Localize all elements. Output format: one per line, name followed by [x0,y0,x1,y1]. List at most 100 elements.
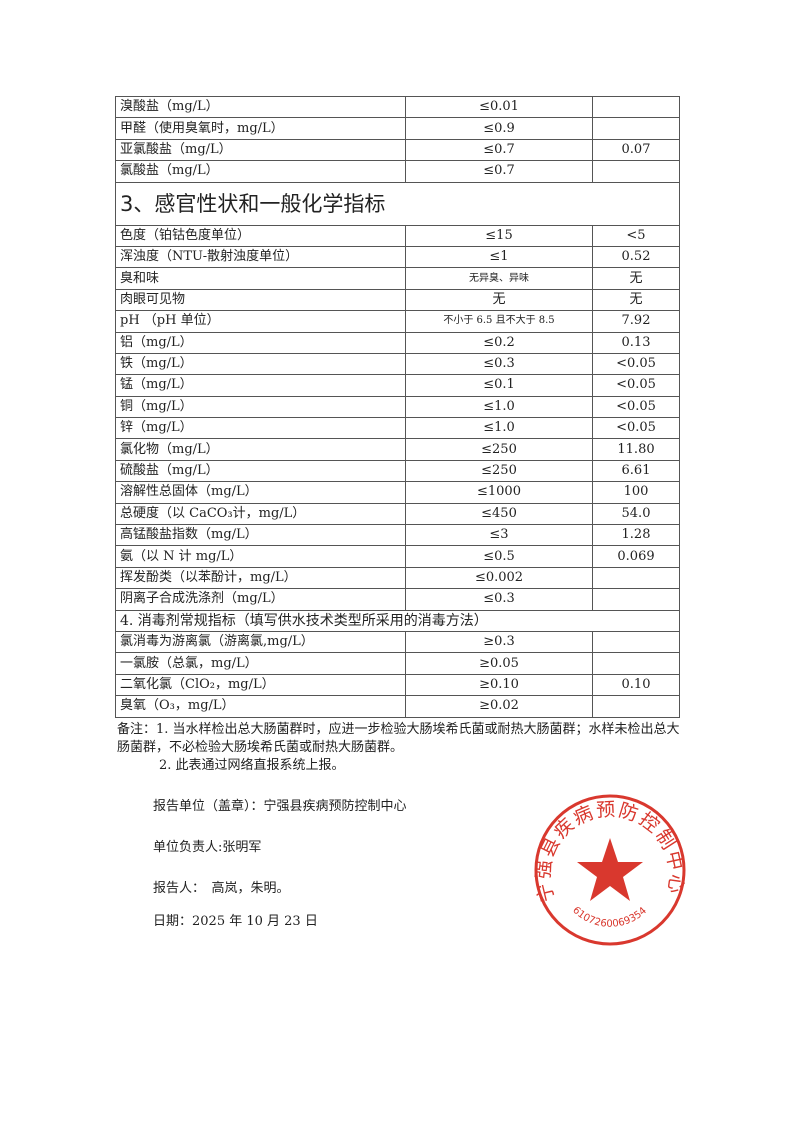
table-row: 铝（mg/L） ≤0.2 0.13 [115,331,680,354]
limit-value: ≤0.9 [405,117,593,140]
section-header: 4. 消毒剂常规指标（填写供水技术类型所采用的消毒方法） [115,609,680,632]
indicator-name: 亚氯酸盐（mg/L） [115,138,406,162]
limit-value: 不小于 6.5 且不大于 8.5 [405,310,593,333]
note-2: 2. 此表通过网络直报系统上报。 [159,758,345,773]
indicator-name: 臭氧（O₃，mg/L） [115,695,406,718]
test-result [592,566,680,590]
table-row: 溴酸盐（mg/L） ≤0.01 [115,95,680,119]
test-result [592,695,680,718]
test-result: <0.05 [592,395,680,419]
star-icon [577,838,643,901]
table-row: 溶解性总固体（mg/L） ≤1000 100 [115,481,680,504]
indicator-name: 铁（mg/L） [115,352,406,376]
indicator-name: pH （pH 单位） [115,310,406,333]
test-result: 7.92 [592,310,680,333]
report-unit: 报告单位（盖章）：宁强县疾病预防控制中心 [153,799,407,814]
table-row: 高锰酸盐指数（mg/L） ≤3 1.28 [115,524,680,547]
limit-value: ≤0.01 [405,95,593,119]
limit-value: ≤0.2 [405,331,593,354]
test-result [592,630,680,654]
limit-value: ≤15 [405,224,593,247]
table-row: 浑浊度（NTU-散射浊度单位） ≤1 0.52 [115,245,680,269]
indicator-name: 二氧化氯（ClO₂，mg/L） [115,673,406,697]
indicator-name: 锌（mg/L） [115,417,406,440]
table-row: 阴离子合成洗涤剂（mg/L） ≤0.3 [115,588,680,611]
limit-value: ≤3 [405,524,593,547]
table-row: 氯酸盐（mg/L） ≤0.7 [115,160,680,183]
table-row: 挥发酚类（以苯酚计，mg/L） ≤0.002 [115,566,680,590]
seal-code: 6107260069354 [570,905,649,930]
table-row: 一氯胺（总氯，mg/L） ≥0.05 [115,652,680,675]
indicator-name: 氨（以 N 计 mg/L） [115,545,406,568]
test-result: <0.05 [592,352,680,376]
table-row: 总硬度（以 CaCO₃计，mg/L） ≤450 54.0 [115,502,680,526]
test-result: 1.28 [592,524,680,547]
water-quality-table: 溴酸盐（mg/L） ≤0.01 甲醛（使用臭氧时，mg/L） ≤0.9 亚氯酸盐（mg/… [115,95,680,718]
limit-value: 无异臭、异味 [405,267,593,290]
limit-value: ≤250 [405,438,593,461]
limit-value: ≤1000 [405,481,593,504]
table-row: 臭氧（O₃，mg/L） ≥0.02 [115,695,680,718]
limit-value: ≤0.7 [405,160,593,183]
table-row: 臭和味 无异臭、异味无 [115,267,680,290]
official-seal-stamp: 宁强县疾病预防控制中心 6107260069354 [532,794,686,946]
indicator-name: 总硬度（以 CaCO₃计，mg/L） [115,502,406,526]
limit-value: ≤0.002 [405,566,593,590]
test-result: 11.80 [592,438,680,461]
table-row: 甲醛（使用臭氧时，mg/L） ≤0.9 [115,117,680,140]
test-result [592,652,680,675]
test-result: 无 [592,267,680,290]
limit-value: 无 [405,288,593,312]
notes: 备注：1. 当水样检出总大肠菌群时，应进一步检验大肠埃希氏菌或耐热大肠菌群；水样… [117,721,682,775]
svg-text:6107260069354: 6107260069354 [570,905,649,930]
limit-value: ≤0.7 [405,138,593,162]
indicator-name: 溶解性总固体（mg/L） [115,481,406,504]
indicator-name: 高锰酸盐指数（mg/L） [115,524,406,547]
table-row: pH （pH 单位） 不小于 6.5 且不大于 8.5 7.92 [115,310,680,333]
limit-value: ≤0.3 [405,588,593,611]
limit-value: ≤0.3 [405,352,593,376]
test-result [592,117,680,140]
reporter: 报告人： 高岚，朱明。 [153,881,290,896]
indicator-name: 氯消毒为游离氯（游离氯,mg/L） [115,630,406,654]
note-1: 备注：1. 当水样检出总大肠菌群时，应进一步检验大肠埃希氏菌或耐热大肠菌群；水样… [117,722,680,755]
test-result: 0.069 [592,545,680,568]
indicator-name: 臭和味 [115,267,406,290]
limit-value: ≥0.05 [405,652,593,675]
unit-responsible: 单位负责人:张明军 [153,840,262,855]
report-date: 日期：2025 年 10 月 23 日 [153,914,318,929]
limit-value: ≤450 [405,502,593,526]
table-row: 硫酸盐（mg/L） ≤250 6.61 [115,459,680,483]
table-row: 色度（铂钴色度单位） ≤15 <5 [115,224,680,247]
indicator-name: 氯化物（mg/L） [115,438,406,461]
test-result: 54.0 [592,502,680,526]
table-row: 锌（mg/L） ≤1.0 <0.05 [115,417,680,440]
limit-value: ≥0.3 [405,630,593,654]
test-result: <0.05 [592,374,680,397]
table-row: 铜（mg/L） ≤1.0 <0.05 [115,395,680,419]
indicator-name: 氯酸盐（mg/L） [115,160,406,183]
table-row: 氨（以 N 计 mg/L） ≤0.5 0.069 [115,545,680,568]
test-result: 0.13 [592,331,680,354]
limit-value: ≤0.1 [405,374,593,397]
table-row: 亚氯酸盐（mg/L） ≤0.7 0.07 [115,138,680,162]
section-header: 3、感官性状和一般化学指标 [115,181,680,226]
test-result: 0.52 [592,245,680,269]
table-row: 铁（mg/L） ≤0.3 <0.05 [115,352,680,376]
indicator-name: 甲醛（使用臭氧时，mg/L） [115,117,406,140]
limit-value: ≥0.10 [405,673,593,697]
test-result [592,588,680,611]
indicator-name: 肉眼可见物 [115,288,406,312]
indicator-name: 挥发酚类（以苯酚计，mg/L） [115,566,406,590]
limit-value: ≤1.0 [405,417,593,440]
limit-value: ≤1.0 [405,395,593,419]
indicator-name: 浑浊度（NTU-散射浊度单位） [115,245,406,269]
indicator-name: 硫酸盐（mg/L） [115,459,406,483]
test-result [592,160,680,183]
table-row: 氯消毒为游离氯（游离氯,mg/L） ≥0.3 [115,630,680,654]
test-result: 0.07 [592,138,680,162]
indicator-name: 锰（mg/L） [115,374,406,397]
test-result: 100 [592,481,680,504]
indicator-name: 一氯胺（总氯，mg/L） [115,652,406,675]
